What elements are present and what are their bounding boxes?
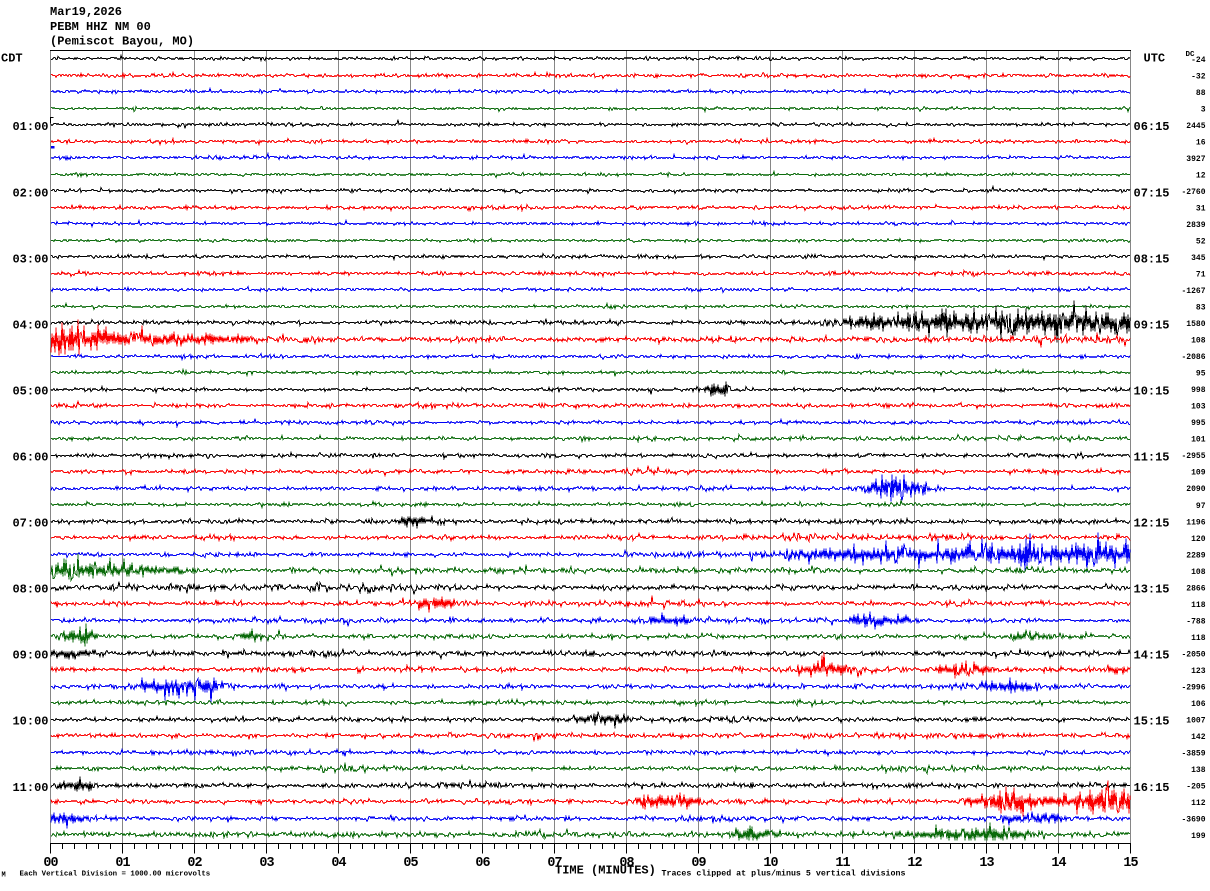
svg-text:07:15: 07:15 — [1134, 186, 1170, 200]
svg-text:2289: 2289 — [1186, 551, 1205, 560]
svg-text:09: 09 — [691, 856, 706, 871]
svg-text:Traces clipped at plus/minus 5: Traces clipped at plus/minus 5 vertical … — [662, 869, 906, 879]
svg-text:-3690: -3690 — [1181, 816, 1205, 825]
svg-text:PEBM HHZ NM 00: PEBM HHZ NM 00 — [50, 20, 151, 34]
svg-text:118: 118 — [1191, 634, 1206, 643]
svg-text:10:00: 10:00 — [12, 715, 48, 729]
svg-text:(Pemiscot Bayou, MO): (Pemiscot Bayou, MO) — [50, 35, 194, 49]
svg-text:15: 15 — [1123, 856, 1138, 871]
svg-text:03:00: 03:00 — [12, 252, 48, 266]
svg-text:-205: -205 — [1186, 782, 1205, 791]
svg-text:11:15: 11:15 — [1134, 451, 1170, 465]
svg-text:2866: 2866 — [1186, 584, 1205, 593]
svg-text:07:00: 07:00 — [12, 517, 48, 531]
svg-text:CDT: CDT — [1, 51, 23, 65]
svg-text:09:00: 09:00 — [12, 649, 48, 663]
svg-text:12:15: 12:15 — [1134, 517, 1170, 531]
svg-text:TIME (MINUTES): TIME (MINUTES) — [555, 864, 656, 878]
svg-text:2839: 2839 — [1186, 221, 1205, 230]
svg-text:03: 03 — [259, 856, 274, 871]
svg-text:05: 05 — [403, 856, 418, 871]
svg-text:11:00: 11:00 — [12, 781, 48, 795]
svg-text:M: M — [2, 871, 6, 879]
svg-text:00: 00 — [43, 856, 58, 871]
svg-text:12: 12 — [907, 856, 922, 871]
svg-text:2090: 2090 — [1186, 485, 1205, 494]
svg-text:109: 109 — [1191, 469, 1206, 478]
svg-text:DC: DC — [1186, 51, 1196, 59]
svg-text:04: 04 — [331, 856, 346, 871]
svg-text:14:15: 14:15 — [1134, 649, 1170, 663]
svg-text:02: 02 — [187, 856, 202, 871]
svg-text:-2760: -2760 — [1181, 188, 1205, 197]
svg-text:142: 142 — [1191, 733, 1206, 742]
svg-text:13: 13 — [979, 856, 994, 871]
svg-text:-2996: -2996 — [1181, 683, 1205, 692]
svg-text:88: 88 — [1196, 89, 1206, 98]
svg-text:06: 06 — [475, 856, 490, 871]
svg-text:10:15: 10:15 — [1134, 384, 1170, 398]
svg-text:199: 199 — [1191, 832, 1206, 841]
svg-text:10: 10 — [763, 856, 778, 871]
svg-text:15:15: 15:15 — [1134, 715, 1170, 729]
svg-text:-1267: -1267 — [1181, 287, 1205, 296]
svg-text:103: 103 — [1191, 403, 1206, 412]
svg-text:-788: -788 — [1186, 617, 1205, 626]
svg-text:06:15: 06:15 — [1134, 120, 1170, 134]
svg-text:UTC: UTC — [1144, 51, 1166, 65]
svg-text:-32: -32 — [1191, 72, 1206, 81]
svg-text:Each Vertical Division = 1000.: Each Vertical Division = 1000.00 microvo… — [20, 871, 211, 879]
svg-text:71: 71 — [1196, 271, 1206, 280]
svg-text:112: 112 — [1191, 799, 1206, 808]
svg-text:3927: 3927 — [1186, 155, 1205, 164]
svg-text:1007: 1007 — [1186, 716, 1205, 725]
svg-text:14: 14 — [1051, 856, 1066, 871]
svg-text:08: 08 — [619, 856, 634, 871]
svg-text:04:00: 04:00 — [12, 318, 48, 332]
svg-text:-2086: -2086 — [1181, 353, 1205, 362]
svg-text:16:15: 16:15 — [1134, 781, 1170, 795]
svg-text:108: 108 — [1191, 337, 1206, 346]
svg-text:95: 95 — [1196, 370, 1206, 379]
svg-text:108: 108 — [1191, 568, 1206, 577]
svg-text:1580: 1580 — [1186, 320, 1205, 329]
svg-text:118: 118 — [1191, 601, 1206, 610]
svg-text:13:15: 13:15 — [1134, 583, 1170, 597]
svg-text:101: 101 — [1191, 436, 1206, 445]
svg-text:05:00: 05:00 — [12, 384, 48, 398]
svg-text:Mar19,2026: Mar19,2026 — [50, 5, 122, 19]
svg-text:01:00: 01:00 — [12, 120, 48, 134]
svg-text:31: 31 — [1196, 204, 1206, 213]
svg-text:-2050: -2050 — [1181, 650, 1205, 659]
svg-text:998: 998 — [1191, 386, 1206, 395]
svg-text:120: 120 — [1191, 535, 1206, 544]
svg-text:02:00: 02:00 — [12, 186, 48, 200]
svg-text:345: 345 — [1191, 254, 1206, 263]
svg-text:995: 995 — [1191, 419, 1206, 428]
svg-text:07: 07 — [547, 856, 562, 871]
svg-text:138: 138 — [1191, 766, 1206, 775]
svg-text:08:15: 08:15 — [1134, 252, 1170, 266]
svg-text:2445: 2445 — [1186, 122, 1205, 131]
svg-text:83: 83 — [1196, 304, 1206, 313]
svg-text:16: 16 — [1196, 138, 1206, 147]
svg-text:123: 123 — [1191, 667, 1206, 676]
svg-text:1196: 1196 — [1186, 518, 1205, 527]
svg-text:97: 97 — [1196, 502, 1206, 511]
svg-text:-3859: -3859 — [1181, 749, 1205, 758]
svg-text:3: 3 — [1201, 105, 1206, 114]
svg-text:01: 01 — [115, 856, 130, 871]
svg-text:11: 11 — [835, 856, 850, 871]
svg-text:09:15: 09:15 — [1134, 318, 1170, 332]
svg-text:-2955: -2955 — [1181, 452, 1205, 461]
svg-text:12: 12 — [1196, 171, 1206, 180]
svg-text:06:00: 06:00 — [12, 451, 48, 465]
svg-text:106: 106 — [1191, 700, 1206, 709]
svg-text:08:00: 08:00 — [12, 583, 48, 597]
svg-text:52: 52 — [1196, 238, 1206, 247]
svg-text:-24: -24 — [1191, 56, 1206, 65]
